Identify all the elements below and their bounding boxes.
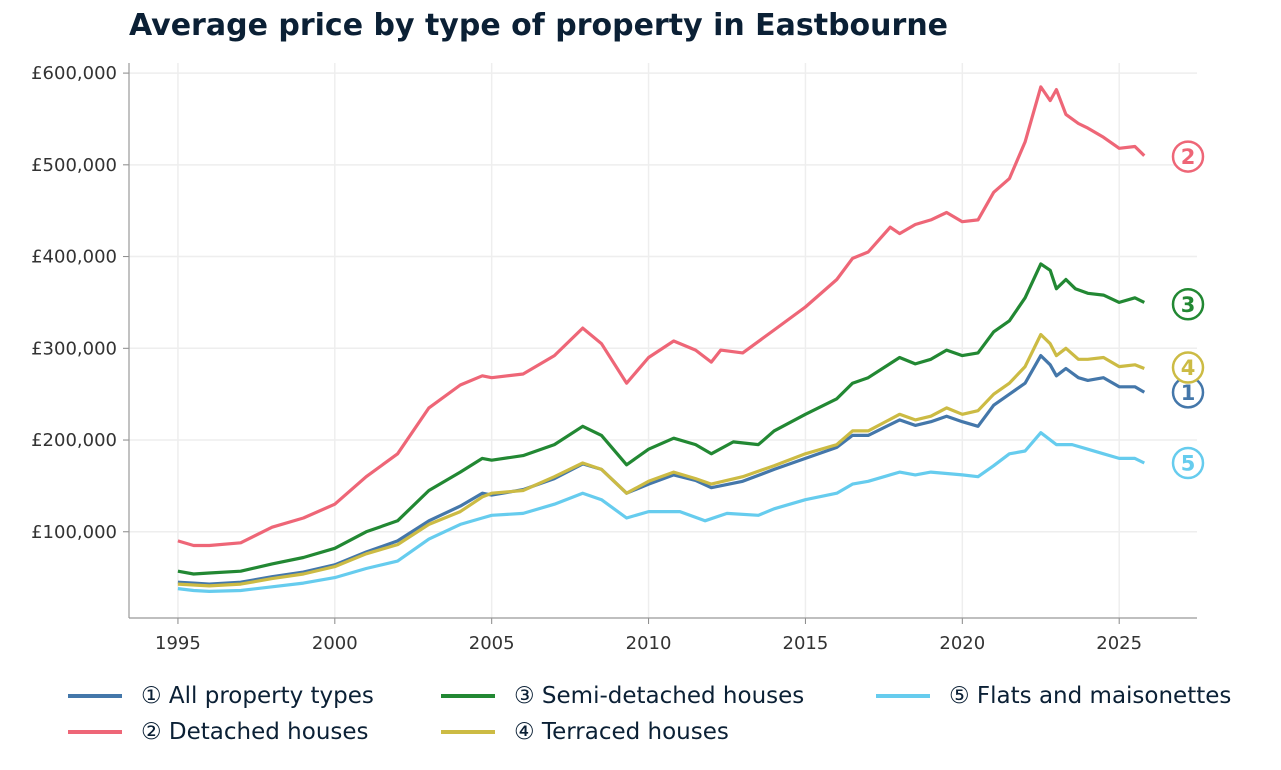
x-tick-label: 2015 (783, 633, 829, 654)
legend-item-semi: ③ Semi-detached houses (441, 678, 804, 714)
end-label-text-1: 1 (1181, 381, 1196, 405)
legend-label: ④ Terraced houses (514, 719, 729, 745)
series-line-5 (177, 431, 1146, 593)
legend-item-detached: ② Detached houses (68, 714, 369, 750)
y-tick-label: £500,000 (31, 155, 117, 176)
x-tick-label: 2020 (939, 633, 985, 654)
legend-swatch (68, 730, 122, 734)
axes: 1995 2000 2005 2010 2015 2020 2025 £100,000 £200… (31, 63, 1197, 654)
end-label-circle-5 (1171, 446, 1205, 480)
chart-title: Average price by type of property in Eas… (129, 8, 949, 43)
legend-label: ⑤ Flats and maisonettes (949, 683, 1232, 709)
line-chart: 1995 2000 2005 2010 2015 2020 2025 £100,000 £200… (31, 63, 1205, 654)
end-label-circle-2 (1171, 140, 1205, 173)
legend-swatch (68, 694, 122, 698)
legend-swatch (441, 694, 495, 698)
series-line-4 (177, 332, 1145, 588)
legend-label: ① All property types (141, 683, 374, 709)
series-line-1 (177, 354, 1146, 586)
legend-label: ② Detached houses (141, 719, 369, 745)
legend-item-flats: ⑤ Flats and maisonettes (876, 678, 1231, 714)
y-tick-label: £200,000 (31, 430, 117, 451)
x-tick-label: 2000 (312, 633, 358, 654)
legend: ① All property types ② Detached houses ③… (0, 676, 1281, 756)
x-tick-label: 2025 (1096, 633, 1142, 654)
x-tick-label: 2005 (469, 633, 515, 654)
x-tick-label: 1995 (155, 633, 201, 654)
end-label-circle-3 (1171, 288, 1205, 321)
x-tick-label: 2010 (626, 633, 672, 654)
y-tick-label: £600,000 (31, 63, 117, 84)
series-line-2 (177, 85, 1146, 548)
end-label-text-4: 4 (1181, 356, 1196, 380)
legend-swatch (441, 730, 495, 734)
end-label-circle-4 (1171, 351, 1205, 384)
legend-item-terraced: ④ Terraced houses (441, 714, 729, 750)
y-tick-label: £100,000 (31, 522, 117, 543)
y-tick-label: £300,000 (31, 338, 117, 359)
y-tick-label: £400,000 (31, 247, 117, 268)
end-label-text-5: 5 (1181, 451, 1196, 475)
legend-item-all: ① All property types (68, 678, 374, 714)
series-line-3 (177, 262, 1146, 576)
end-labels: 1 2 3 4 5 (1171, 140, 1205, 480)
legend-label: ③ Semi-detached houses (514, 683, 805, 709)
series-lines (177, 85, 1146, 593)
legend-swatch (876, 694, 930, 698)
end-label-text-2: 2 (1181, 145, 1196, 169)
end-label-text-3: 3 (1181, 293, 1196, 317)
